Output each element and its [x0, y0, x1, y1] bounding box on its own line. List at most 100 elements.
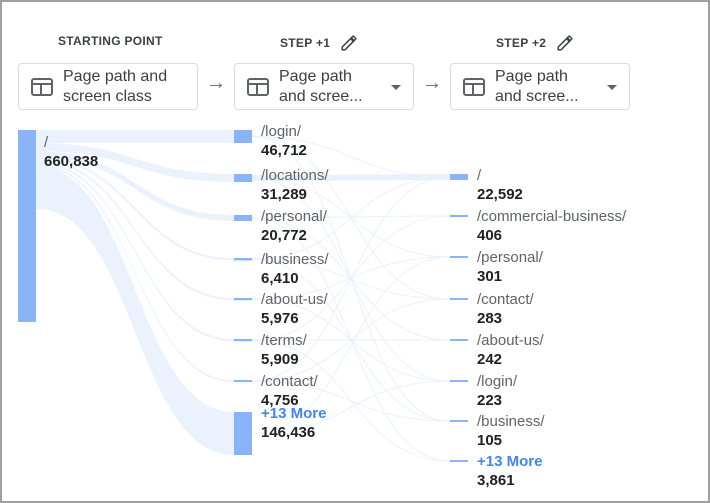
flow-start-to-step1 — [36, 143, 234, 182]
node-value: 105 — [477, 432, 503, 449]
step1-node-label[interactable]: +13 More 146,436 — [261, 404, 326, 442]
start-node-bar[interactable] — [18, 130, 36, 322]
step2-node-bar[interactable] — [450, 460, 468, 462]
flow-start-to-step1 — [36, 151, 234, 221]
step2-node-label[interactable]: /commercial-business/406 — [477, 207, 626, 245]
flow-start-to-step1 — [36, 163, 234, 382]
node-value: 660,838 — [44, 153, 99, 170]
step1-node-label[interactable]: /contact/4,756 — [261, 372, 318, 410]
step1-node-label[interactable]: /about-us/5,976 — [261, 290, 328, 328]
node-value: 406 — [477, 227, 503, 244]
step2-node-label[interactable]: /business/105 — [477, 412, 545, 450]
flow-step1-to-step2 — [251, 298, 451, 382]
node-value: 5,909 — [261, 351, 299, 368]
step2-node-bar[interactable] — [450, 174, 468, 180]
dimension-label: Page path and scree... — [279, 67, 363, 105]
dropdown-caret-icon — [607, 85, 617, 90]
pencil-icon[interactable] — [340, 34, 358, 52]
dimension-label: Page path and screen class — [63, 67, 168, 105]
step1-node-label[interactable]: /terms/5,909 — [261, 331, 307, 369]
node-path: / — [477, 167, 482, 184]
flow-start-to-step1 — [36, 159, 234, 301]
step2-node-bar[interactable] — [450, 215, 468, 217]
step1-node-label[interactable]: /locations/31,289 — [261, 166, 329, 204]
step1-node-bar[interactable] — [234, 380, 252, 382]
node-value: 5,976 — [261, 310, 299, 327]
step2-node-label[interactable]: /contact/283 — [477, 290, 534, 328]
node-path: / — [44, 134, 49, 151]
step1-node-label[interactable]: /personal/20,772 — [261, 207, 327, 245]
node-value: 31,289 — [261, 186, 307, 203]
node-value: 242 — [477, 351, 503, 368]
more-link[interactable]: +13 More — [477, 453, 543, 470]
dimension-label: Page path and scree... — [495, 67, 579, 105]
column-heading-label: STARTING POINT — [58, 34, 163, 48]
step1-node-bar[interactable] — [234, 298, 252, 301]
node-path: /terms/ — [261, 332, 307, 349]
more-link[interactable]: +13 More — [261, 405, 327, 422]
step1-node-bar[interactable] — [234, 412, 252, 455]
pencil-icon[interactable] — [556, 34, 574, 52]
flow-start-to-step1 — [36, 161, 234, 342]
table-icon — [247, 77, 269, 96]
node-value: 223 — [477, 392, 503, 409]
node-path: /locations/ — [261, 167, 329, 184]
node-path: /business/ — [261, 251, 329, 268]
step1-node-bar[interactable] — [234, 339, 252, 342]
step1-node-bar[interactable] — [234, 215, 252, 221]
step2-node-bar[interactable] — [450, 298, 468, 300]
node-value: 4,756 — [261, 392, 299, 409]
node-value: 283 — [477, 310, 503, 327]
dropdown-caret-icon — [391, 85, 401, 90]
node-path: /login/ — [261, 123, 302, 140]
step1-node-bar[interactable] — [234, 130, 252, 143]
step2-node-bar[interactable] — [450, 420, 468, 422]
table-icon — [463, 77, 485, 96]
step2-node-label[interactable]: /about-us/242 — [477, 331, 544, 369]
step2-node-bar[interactable] — [450, 339, 468, 341]
step2-node-label[interactable]: /login/223 — [477, 372, 517, 410]
node-path: /contact/ — [261, 373, 318, 390]
starting-point-dimension[interactable]: Page path and screen class — [18, 63, 198, 110]
step1-node-bar[interactable] — [234, 174, 252, 182]
step2-node-label[interactable]: / 22,592 — [477, 166, 523, 204]
node-path: /about-us/ — [477, 332, 544, 349]
node-value: 22,592 — [477, 186, 523, 203]
node-value: 6,410 — [261, 270, 299, 287]
step2-node-label[interactable]: +13 More 3,861 — [477, 452, 542, 490]
step2-node-bar[interactable] — [450, 256, 468, 258]
step2-node-bar[interactable] — [450, 380, 468, 382]
step2-node-label[interactable]: /personal/301 — [477, 248, 543, 286]
step1-node-bar[interactable] — [234, 258, 252, 261]
node-path: /contact/ — [477, 291, 534, 308]
flow-step1-to-step2 — [251, 176, 451, 260]
node-path: /personal/ — [261, 208, 327, 225]
flow-step1-to-step2 — [251, 256, 451, 434]
flow-step1-to-step2 — [251, 176, 451, 382]
node-path: /about-us/ — [261, 291, 328, 308]
step-2-heading: STEP +2 — [496, 34, 574, 52]
node-value: 46,712 — [261, 142, 307, 159]
flow-step1-to-step2 — [251, 380, 451, 422]
node-value: 20,772 — [261, 227, 307, 244]
step1-node-label[interactable]: /business/6,410 — [261, 250, 329, 288]
starting-point-heading: STARTING POINT — [58, 34, 163, 48]
flow-start-to-step1 — [36, 130, 234, 143]
flow-step1-to-step2 — [251, 380, 451, 434]
flow-start-to-step1 — [36, 165, 234, 455]
step-1-heading: STEP +1 — [280, 34, 358, 52]
step1-node-label[interactable]: /login/46,712 — [261, 122, 307, 160]
column-heading-label: STEP +2 — [496, 36, 547, 50]
node-value: 3,861 — [477, 472, 515, 489]
start-node-label[interactable]: / 660,838 — [44, 133, 98, 171]
node-path: /personal/ — [477, 249, 543, 266]
step-2-dimension-dropdown[interactable]: Page path and scree... — [450, 63, 630, 110]
node-path: /commercial-business/ — [477, 208, 627, 225]
arrow-right-icon: → — [422, 72, 442, 94]
step-1-dimension-dropdown[interactable]: Page path and scree... — [234, 63, 414, 110]
flow-step1-to-step2 — [251, 215, 451, 219]
flow-step1-to-step2 — [251, 174, 451, 181]
node-value: 146,436 — [261, 424, 316, 441]
